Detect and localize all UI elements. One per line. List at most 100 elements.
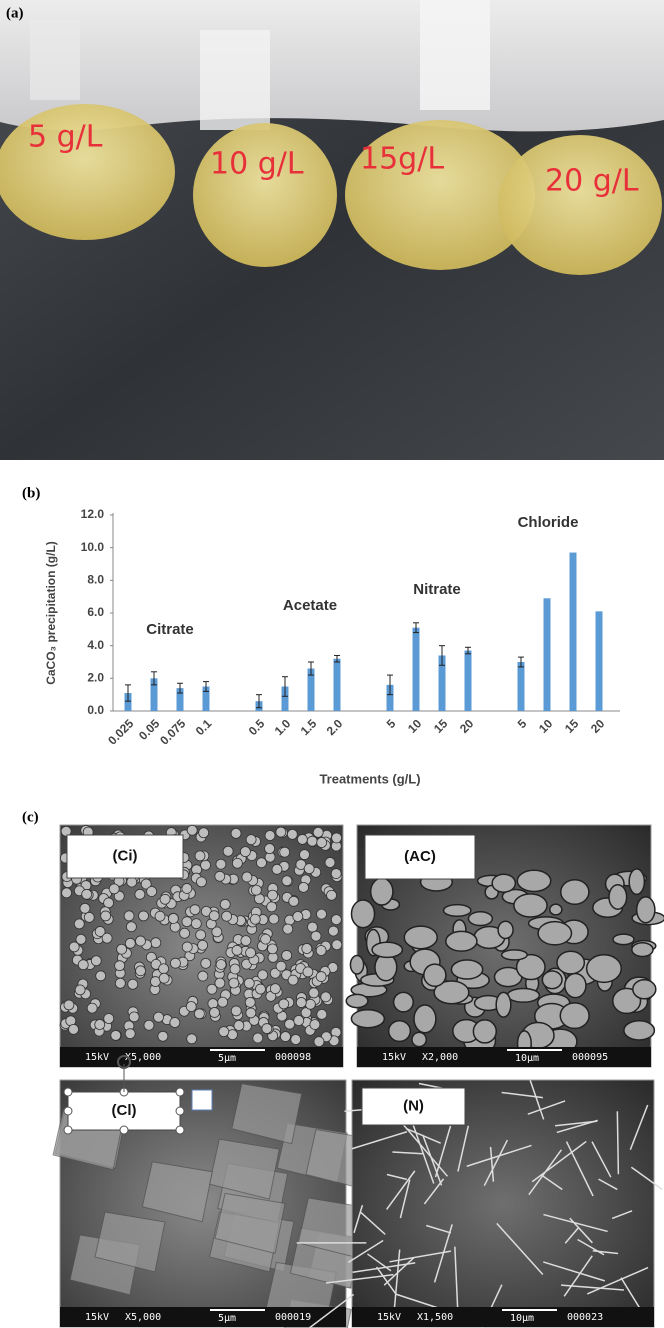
texture	[513, 893, 548, 918]
texture	[324, 857, 336, 868]
texture	[423, 963, 447, 988]
texture	[290, 1034, 302, 1045]
texture	[90, 955, 102, 967]
texture	[315, 945, 327, 956]
texture	[392, 1151, 423, 1155]
texture	[245, 1007, 257, 1019]
sem-number: 000023	[567, 1312, 603, 1323]
texture	[264, 830, 276, 841]
texture	[560, 878, 590, 906]
texture	[198, 827, 210, 839]
texture	[563, 1255, 593, 1297]
texture	[347, 1239, 384, 1263]
texture	[298, 881, 309, 893]
texture	[218, 1026, 230, 1038]
texture	[299, 849, 310, 860]
x-tick-label: 10	[405, 716, 425, 736]
texture	[548, 903, 563, 916]
texture	[195, 929, 207, 941]
texture	[304, 998, 316, 1010]
group-label: Nitrate	[413, 581, 461, 598]
texture	[433, 980, 470, 1005]
texture	[170, 957, 181, 969]
sem-voltage: 15kV	[377, 1312, 401, 1323]
texture	[287, 974, 299, 986]
bar	[202, 686, 210, 711]
layout-icon	[191, 1089, 213, 1111]
texture	[186, 1033, 198, 1045]
texture	[497, 920, 514, 940]
x-tick-label: 20	[588, 716, 608, 736]
texture	[559, 1002, 590, 1030]
texture	[386, 1173, 408, 1181]
texture	[208, 910, 220, 922]
texture	[320, 991, 332, 1003]
texture	[620, 1277, 644, 1313]
texture	[592, 1250, 619, 1255]
x-tick-label: 15	[562, 716, 582, 736]
label-box	[364, 834, 476, 880]
y-tick-label: 12.0	[81, 507, 105, 521]
texture	[200, 957, 212, 969]
texture	[86, 1002, 98, 1014]
label-box	[66, 834, 184, 879]
texture	[269, 983, 281, 995]
texture	[74, 984, 86, 996]
texture	[331, 939, 343, 951]
texture	[169, 1017, 181, 1028]
x-tick-label: 2.0	[324, 716, 346, 738]
texture	[217, 996, 229, 1008]
texture	[181, 941, 193, 953]
y-axis-label: CaCO₃ precipitation (g/L)	[44, 541, 58, 685]
texture	[214, 977, 226, 989]
error-bar	[203, 681, 209, 692]
texture	[543, 1213, 608, 1233]
error-bar	[308, 661, 314, 676]
y-tick-label: 6.0	[87, 605, 104, 619]
texture	[330, 914, 342, 925]
texture	[127, 978, 139, 990]
texture	[245, 947, 256, 959]
texture	[214, 870, 226, 882]
texture	[472, 1019, 498, 1044]
panel-label: (c)	[22, 809, 39, 825]
texture	[295, 997, 307, 1008]
texture	[612, 987, 642, 1015]
texture	[529, 1080, 545, 1120]
info-bar	[60, 1307, 346, 1327]
x-tick-label: 5	[384, 716, 399, 731]
sem-image: 15kV X1,500 10μm 000023 (N)	[296, 1079, 663, 1328]
image-label: (Cl)	[112, 1102, 137, 1119]
texture	[403, 925, 438, 950]
texture	[61, 887, 72, 899]
texture	[228, 977, 240, 989]
texture	[629, 1104, 649, 1150]
group-label: Citrate	[146, 621, 194, 638]
texture	[123, 910, 135, 922]
texture	[303, 863, 315, 875]
texture	[126, 921, 137, 933]
texture	[229, 963, 241, 975]
info-bar	[352, 1307, 654, 1327]
texture	[516, 869, 552, 893]
texture	[349, 954, 365, 975]
bar	[281, 686, 289, 711]
texture	[301, 943, 313, 954]
selection-handle	[175, 1106, 185, 1116]
texture	[292, 911, 304, 922]
texture	[68, 941, 80, 953]
texture	[275, 826, 287, 838]
texture	[207, 998, 219, 1009]
texture	[527, 1100, 566, 1115]
texture	[126, 876, 138, 888]
bar	[464, 650, 472, 711]
sem-voltage: 15kV	[382, 1052, 406, 1063]
texture	[426, 1224, 452, 1234]
texture	[561, 1284, 624, 1291]
texture	[278, 998, 290, 1010]
texture	[230, 1005, 242, 1017]
texture	[413, 1004, 437, 1034]
texture	[326, 889, 337, 901]
texture	[616, 1111, 620, 1175]
texture	[345, 993, 369, 1009]
